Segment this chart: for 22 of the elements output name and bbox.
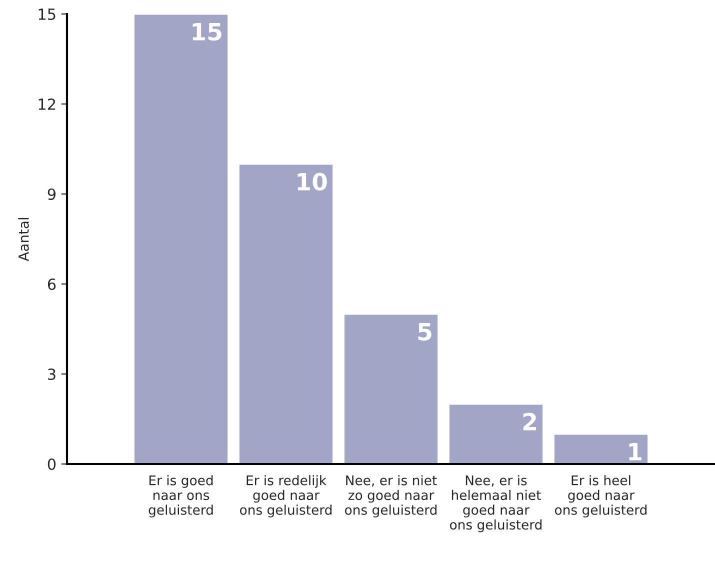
bar (133, 14, 229, 464)
x-tick-label: Nee, er is niet zo goed naar ons geluisterd (345, 475, 437, 518)
x-tick-label: Nee, er is helemaal niet goed naar ons geluisterd (450, 475, 542, 532)
bar (238, 163, 334, 464)
bar (448, 403, 544, 464)
bar (553, 433, 649, 464)
y-tick-label: 6 (48, 278, 56, 290)
x-tick-label: Er is heel goed naar ons geluisterd (554, 475, 646, 518)
x-tick-label: Er is goed naar ons geluisterd (148, 475, 213, 518)
y-axis-title: Aantal (18, 218, 29, 262)
y-tick-label: 15 (38, 8, 56, 20)
y-tick-label: 9 (48, 188, 56, 200)
data-label: 1 (629, 443, 642, 460)
data-label: 10 (298, 172, 327, 191)
y-tick-label: 0 (48, 458, 56, 470)
y-tick-label: 3 (48, 368, 56, 380)
data-label: 2 (523, 412, 536, 430)
bar (343, 313, 439, 464)
x-tick-label: Er is redelijk goed naar ons geluisterd (240, 475, 332, 518)
y-tick-label: 12 (38, 98, 56, 110)
data-label: 15 (192, 23, 222, 41)
data-label: 5 (418, 323, 432, 341)
